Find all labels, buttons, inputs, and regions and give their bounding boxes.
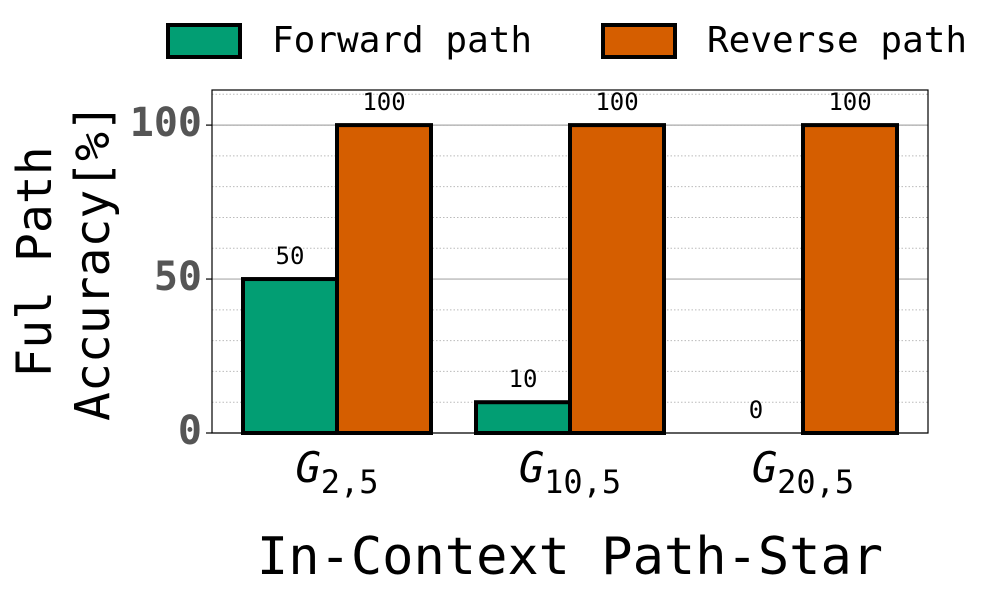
x-tick-label-base: G bbox=[752, 443, 777, 492]
x-tick-label-subscript: 2,5 bbox=[321, 463, 379, 501]
legend-label: Reverse path bbox=[707, 20, 967, 61]
bar bbox=[241, 277, 339, 435]
x-tick-label-subscript: 20,5 bbox=[777, 463, 854, 501]
x-tick-label-subscript: 10,5 bbox=[544, 463, 621, 501]
bar bbox=[568, 123, 666, 436]
value-label: 10 bbox=[509, 365, 538, 393]
legend-swatch bbox=[166, 23, 242, 59]
bar bbox=[801, 123, 899, 436]
y-axis-label: Accuracy[%] bbox=[65, 103, 121, 421]
legend-label: Forward path bbox=[272, 20, 532, 61]
x-axis-label: In-Context Path-Star bbox=[257, 527, 883, 587]
value-label: 100 bbox=[595, 88, 638, 116]
y-tick-label: 100 bbox=[130, 100, 202, 146]
legend-swatch bbox=[601, 23, 677, 59]
value-label: 100 bbox=[362, 88, 405, 116]
value-label: 0 bbox=[749, 396, 763, 424]
bar bbox=[474, 400, 572, 435]
plot-frame bbox=[211, 89, 929, 434]
x-tick-label: G2,5 bbox=[295, 443, 378, 502]
value-label: 100 bbox=[828, 88, 871, 116]
x-tick-label-base: G bbox=[519, 443, 544, 492]
bar bbox=[335, 123, 433, 436]
x-tick-label: G10,5 bbox=[519, 443, 621, 502]
x-tick-label: G20,5 bbox=[752, 443, 854, 502]
value-label: 50 bbox=[276, 242, 305, 270]
y-tick-label: 50 bbox=[154, 254, 202, 300]
y-tick-label: 0 bbox=[178, 408, 202, 454]
y-axis-label: Ful Path bbox=[7, 146, 63, 377]
x-tick-label-base: G bbox=[295, 443, 320, 492]
